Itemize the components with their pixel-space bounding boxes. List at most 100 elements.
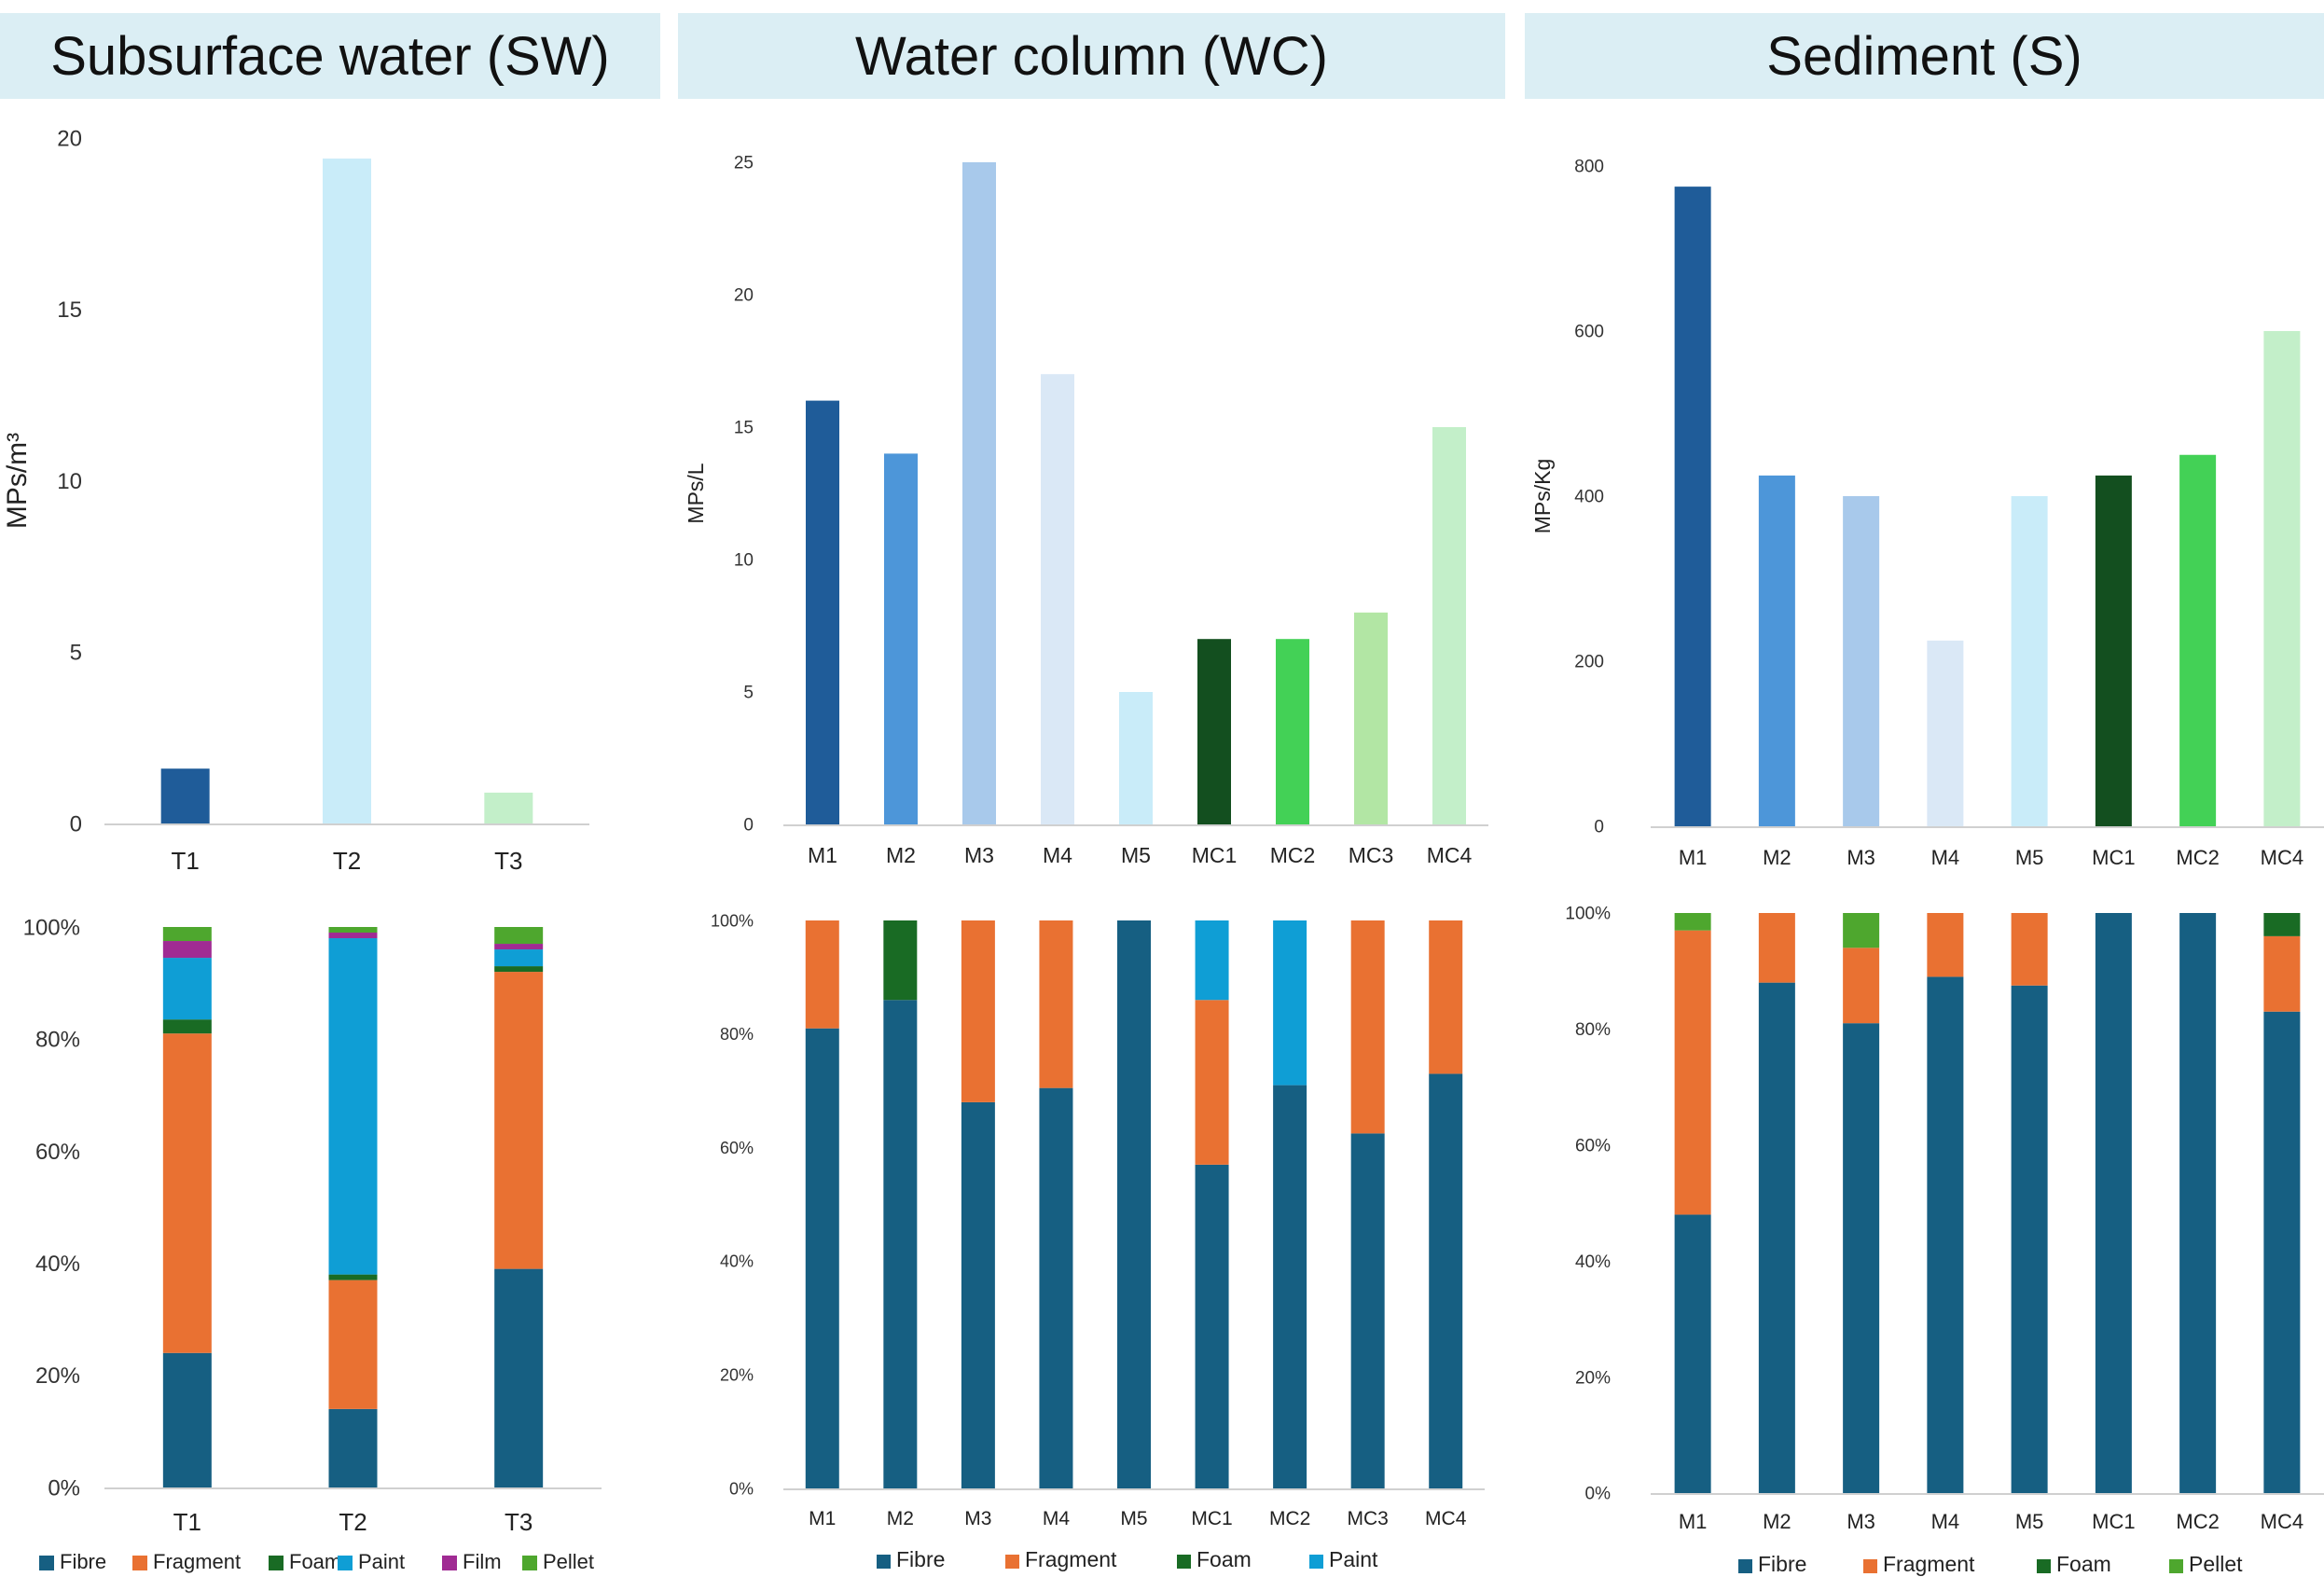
sw-composition-y-tick: 60% [35, 1140, 80, 1165]
wc-totals-bar-m1 [806, 400, 839, 824]
wc-composition-segment-m1-fragment [805, 920, 839, 1029]
s-totals-x-tick-mc1: MC1 [2092, 846, 2135, 869]
wc-composition-chart: 0% 20% 40% 60% 80% 100% M1 M2 M3 M4 M5 MC1 MC2 MC3 MC4… [711, 911, 1485, 1571]
s-composition-segment-mc4-fragment [2263, 935, 2301, 1012]
s-composition-x-tick-m4: M4 [1931, 1510, 1960, 1533]
s-totals-x-tick-m2: M2 [1763, 846, 1791, 869]
sw-composition-y-tick: 100% [23, 915, 80, 940]
s-composition-x-tick-mc2: MC2 [2176, 1510, 2219, 1533]
wc-totals-y-tick: 20 [734, 286, 754, 306]
wc-composition-segment-m3-fibre [961, 1101, 995, 1488]
sw-composition-legend-swatch-foam [269, 1556, 284, 1570]
wc-composition-segment-mc4-fragment [1429, 920, 1463, 1074]
wc-totals-y-axis-label: MPs/L [684, 463, 708, 523]
sw-composition-segment-t3-fibre [494, 1268, 544, 1487]
s-composition-y-tick: 100% [1565, 905, 1611, 924]
sw-totals-y-tick: 20 [57, 126, 82, 151]
wc-totals-y-tick: 10 [734, 551, 754, 571]
wc-composition-x-tick-mc1: MC1 [1191, 1508, 1232, 1529]
s-totals-bar-m3 [1843, 496, 1880, 826]
wc-composition-x-tick-m4: M4 [1043, 1508, 1070, 1529]
s-composition-x-tick-m3: M3 [1847, 1510, 1875, 1533]
wc-totals-x-tick-mc2: MC2 [1270, 843, 1316, 867]
s-totals-bar-mc1 [2095, 475, 2132, 826]
sw-composition-segment-t2-pellet [328, 927, 378, 934]
s-composition-y-tick: 40% [1575, 1252, 1611, 1272]
s-composition-segment-mc1-fibre [2095, 913, 2132, 1493]
wc-composition-legend-label-foam: Foam [1197, 1547, 1252, 1571]
sw-composition-legend-label-pellet: Pellet [543, 1550, 594, 1573]
s-composition-y-tick: 0% [1585, 1485, 1612, 1504]
wc-composition-legend-swatch-fragment [1005, 1555, 1019, 1569]
sw-composition-legend-swatch-film [442, 1556, 457, 1570]
sw-composition-y-tick: 40% [35, 1252, 80, 1277]
wc-composition-legend-swatch-fibre [877, 1555, 891, 1569]
s-totals-bar-m2 [1758, 475, 1795, 826]
sw-composition-segment-t1-film [162, 941, 212, 959]
sw-composition-segment-t1-foam [162, 1019, 212, 1034]
wc-totals-x-tick-m5: M5 [1121, 843, 1151, 867]
s-composition-segment-m4-fragment [1927, 913, 1964, 977]
wc-totals-bar-m2 [884, 453, 918, 824]
s-totals-chart: 0 200 400 600 800 MPs/Kg M1 M2 M3 M4 M5 MC1 MC2 MC4 [1530, 158, 2324, 869]
sw-composition-legend-swatch-pellet [522, 1556, 537, 1570]
s-composition-x-tick-mc1: MC1 [2092, 1510, 2135, 1533]
wc-totals-y-tick: 15 [734, 419, 754, 438]
sw-totals-y-axis-label: MPs/m³ [2, 433, 33, 529]
s-composition-legend-label-fibre: Fibre [1758, 1552, 1806, 1576]
wc-composition-segment-m4-fibre [1039, 1087, 1073, 1488]
wc-composition-y-tick: 0% [729, 1479, 754, 1498]
sw-composition-legend-swatch-fibre [39, 1556, 54, 1570]
s-totals-bar-m4 [1927, 640, 1964, 826]
s-totals-x-tick-mc2: MC2 [2176, 846, 2219, 869]
wc-totals-x-tick-mc4: MC4 [1427, 843, 1473, 867]
sw-composition-legend-label-paint: Paint [358, 1550, 405, 1573]
sw-composition-y-tick: 20% [35, 1363, 80, 1389]
s-composition-chart: 0% 20% 40% 60% 80% 100% M1 M2 M3 M4 M5 MC1 MC2 MC4 Fib… [1565, 905, 2324, 1576]
s-composition-legend-label-pellet: Pellet [2189, 1552, 2243, 1576]
wc-totals-x-tick-mc3: MC3 [1349, 843, 1394, 867]
sw-composition-x-tick-t2: T2 [339, 1508, 367, 1536]
s-totals-x-tick-mc4: MC4 [2261, 846, 2303, 869]
s-totals-y-tick: 600 [1574, 323, 1604, 342]
sw-totals-bar-t1 [160, 768, 210, 823]
s-composition-x-tick-m1: M1 [1679, 1510, 1708, 1533]
wc-composition-y-tick: 20% [720, 1366, 754, 1385]
sw-composition-legend-label-fragment: Fragment [153, 1550, 241, 1573]
wc-composition-segment-mc3-fibre [1350, 1133, 1385, 1488]
wc-composition-x-tick-m2: M2 [887, 1508, 914, 1529]
s-totals-bar-mc2 [2179, 454, 2217, 826]
s-totals-y-tick: 800 [1574, 158, 1604, 177]
s-composition-segment-m3-pellet [1843, 913, 1880, 948]
sw-totals-y-tick: 0 [70, 811, 82, 837]
sw-composition-y-tick: 80% [35, 1028, 80, 1053]
wc-composition-legend-label-fragment: Fragment [1025, 1547, 1117, 1571]
wc-composition-y-tick: 40% [720, 1252, 754, 1271]
wc-composition-x-tick-m3: M3 [964, 1508, 991, 1529]
panel-title-wc: Water column (WC) [678, 13, 1505, 99]
wc-composition-segment-m2-foam [883, 920, 918, 1001]
wc-composition-segment-m5-fibre [1117, 920, 1151, 1488]
wc-composition-legend-swatch-foam [1177, 1555, 1191, 1569]
sw-composition-segment-t2-fragment [328, 1280, 378, 1409]
sw-composition-segment-t3-fragment [494, 972, 544, 1269]
wc-composition-segment-m1-fibre [805, 1028, 839, 1488]
s-composition-segment-m1-fragment [1674, 930, 1711, 1215]
panel-title-sw: Subsurface water (SW) [0, 13, 660, 99]
sw-composition-legend-label-fibre: Fibre [60, 1550, 106, 1573]
sw-composition-segment-t1-fragment [162, 1033, 212, 1353]
s-totals-x-tick-m5: M5 [2015, 846, 2044, 869]
s-totals-y-tick: 200 [1574, 653, 1604, 672]
wc-totals-bar-m3 [962, 162, 996, 824]
sw-composition-x-tick-t1: T1 [173, 1508, 201, 1536]
wc-totals-x-tick-mc1: MC1 [1192, 843, 1238, 867]
wc-totals-y-tick: 5 [743, 684, 754, 703]
s-totals-bar-m1 [1674, 187, 1711, 826]
s-composition-legend-label-fragment: Fragment [1883, 1552, 1975, 1576]
wc-composition-y-tick: 80% [720, 1025, 754, 1044]
s-composition-segment-m5-fragment [2011, 913, 2048, 986]
sw-composition-x-tick-t3: T3 [505, 1508, 533, 1536]
wc-composition-y-tick: 60% [720, 1139, 754, 1157]
s-composition-y-tick: 20% [1575, 1368, 1611, 1388]
wc-composition-legend-label-paint: Paint [1329, 1547, 1378, 1571]
